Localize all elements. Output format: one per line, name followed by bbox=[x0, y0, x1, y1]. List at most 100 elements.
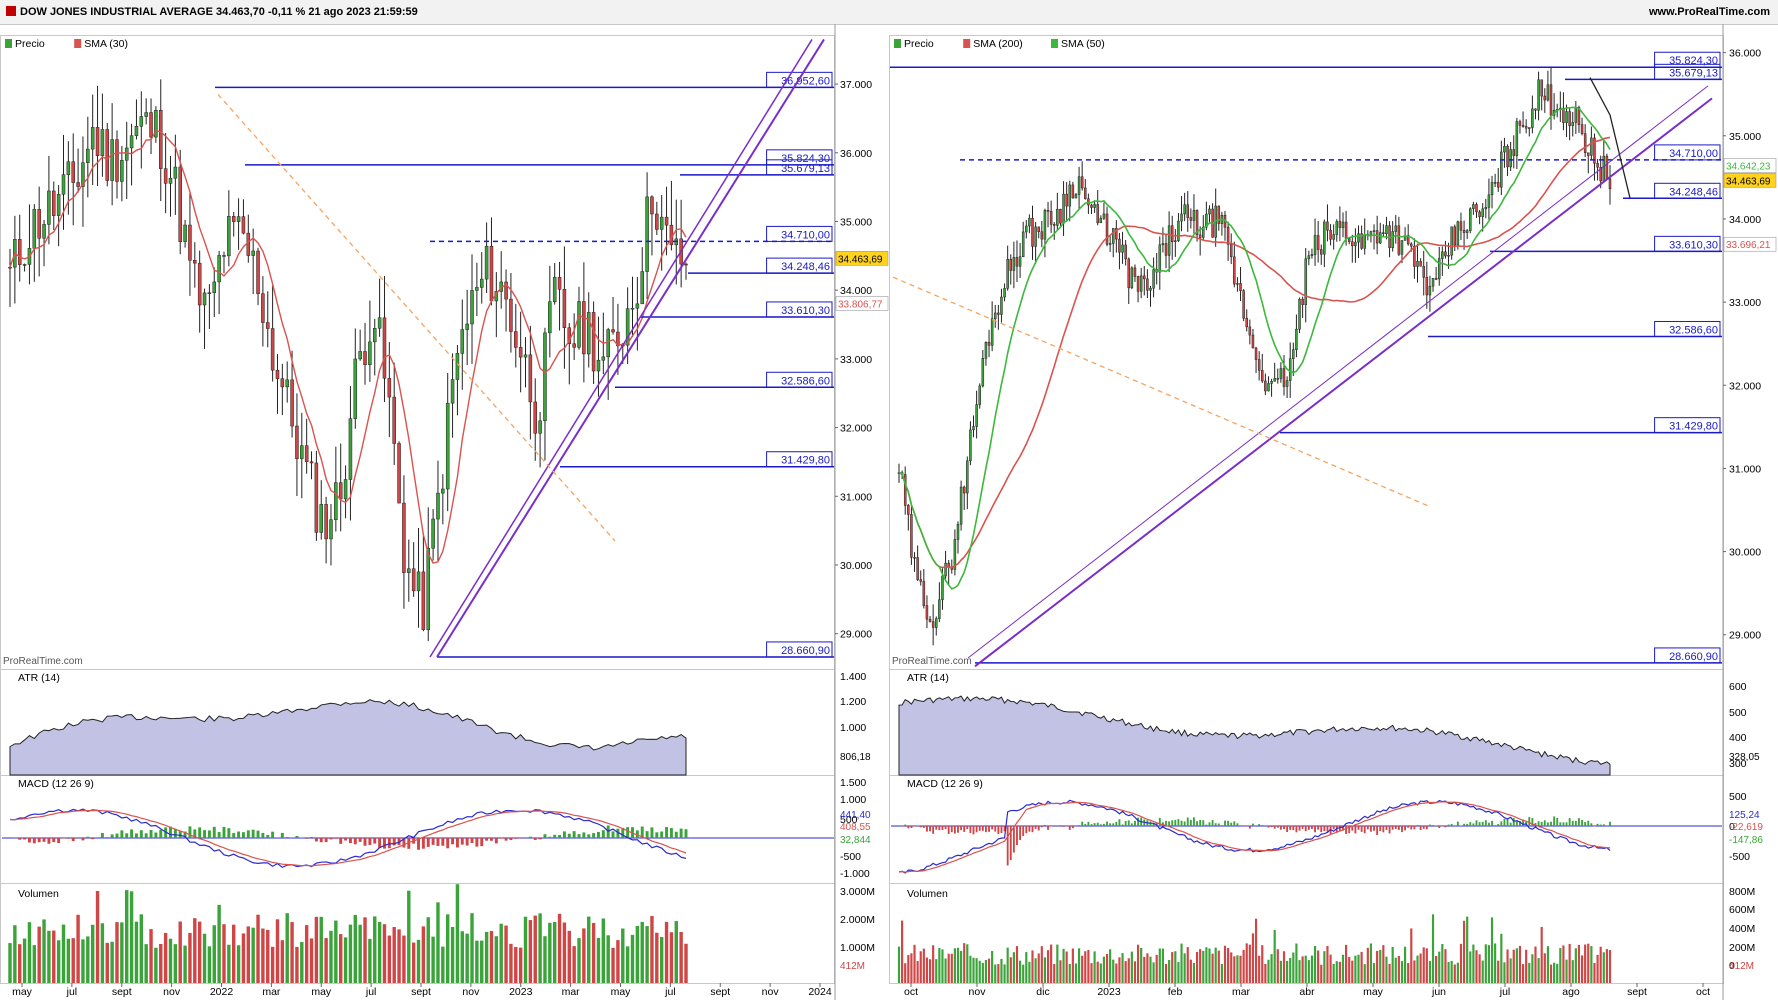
candle[interactable] bbox=[1385, 225, 1388, 235]
candle[interactable] bbox=[1304, 258, 1307, 305]
candle[interactable] bbox=[572, 343, 576, 348]
candle[interactable] bbox=[1453, 226, 1457, 246]
candle[interactable] bbox=[1254, 347, 1258, 360]
candle[interactable] bbox=[1174, 240, 1177, 242]
candle[interactable] bbox=[1431, 278, 1435, 287]
candle[interactable] bbox=[1105, 213, 1109, 245]
candle[interactable] bbox=[460, 329, 465, 354]
candle[interactable] bbox=[528, 354, 533, 403]
candle[interactable] bbox=[188, 224, 192, 261]
candle[interactable] bbox=[956, 523, 960, 540]
candle[interactable] bbox=[168, 177, 173, 184]
candle[interactable] bbox=[931, 621, 935, 628]
candle[interactable] bbox=[1546, 84, 1550, 101]
left-atr-panel[interactable]: ATR (14) bbox=[9, 672, 687, 776]
candle[interactable] bbox=[1537, 79, 1540, 111]
candle[interactable] bbox=[1450, 226, 1453, 256]
candle[interactable] bbox=[1021, 231, 1025, 257]
candle[interactable] bbox=[324, 504, 328, 540]
candle[interactable] bbox=[1295, 328, 1298, 350]
candle[interactable] bbox=[1276, 378, 1280, 380]
candle[interactable] bbox=[1500, 151, 1503, 188]
candle[interactable] bbox=[251, 250, 255, 256]
candle[interactable] bbox=[655, 213, 659, 230]
candle[interactable] bbox=[1447, 254, 1450, 257]
candle[interactable] bbox=[1146, 278, 1149, 291]
candle[interactable] bbox=[1261, 370, 1264, 382]
candle[interactable] bbox=[1344, 221, 1348, 239]
candle[interactable] bbox=[975, 404, 978, 427]
candle[interactable] bbox=[1496, 182, 1500, 188]
candle[interactable] bbox=[969, 429, 972, 462]
candle[interactable] bbox=[978, 385, 981, 405]
candle[interactable] bbox=[1102, 213, 1106, 219]
candle[interactable] bbox=[1388, 225, 1391, 248]
candle[interactable] bbox=[120, 160, 124, 182]
candle[interactable] bbox=[1251, 334, 1255, 349]
candle[interactable] bbox=[1152, 269, 1155, 289]
candle[interactable] bbox=[484, 245, 489, 280]
candle[interactable] bbox=[630, 307, 635, 310]
candle[interactable] bbox=[372, 328, 377, 343]
candle[interactable] bbox=[1177, 220, 1180, 241]
candle[interactable] bbox=[455, 353, 460, 380]
candle[interactable] bbox=[1338, 221, 1342, 228]
candle[interactable] bbox=[1130, 267, 1134, 289]
candle[interactable] bbox=[100, 129, 105, 156]
candle[interactable] bbox=[552, 277, 557, 303]
candle[interactable] bbox=[329, 519, 333, 540]
candle[interactable] bbox=[1202, 226, 1205, 238]
candle[interactable] bbox=[1378, 232, 1382, 244]
candle[interactable] bbox=[538, 420, 542, 434]
candle[interactable] bbox=[343, 479, 348, 500]
candle[interactable] bbox=[1074, 194, 1078, 199]
candle[interactable] bbox=[577, 301, 581, 348]
candle[interactable] bbox=[1509, 149, 1512, 168]
candle[interactable] bbox=[363, 351, 367, 365]
candle[interactable] bbox=[953, 539, 957, 570]
candle[interactable] bbox=[548, 301, 552, 334]
candle[interactable] bbox=[504, 281, 508, 300]
candle[interactable] bbox=[314, 462, 319, 533]
candle[interactable] bbox=[1018, 256, 1022, 267]
candle[interactable] bbox=[1040, 231, 1044, 240]
candle[interactable] bbox=[1332, 234, 1335, 240]
candle[interactable] bbox=[1084, 187, 1087, 199]
candle[interactable] bbox=[1149, 287, 1152, 291]
candle[interactable] bbox=[397, 443, 401, 504]
candle[interactable] bbox=[1025, 225, 1028, 233]
candle[interactable] bbox=[1090, 204, 1093, 208]
candle[interactable] bbox=[124, 147, 129, 161]
candle[interactable] bbox=[1316, 235, 1320, 250]
candle[interactable] bbox=[402, 502, 406, 573]
candle[interactable] bbox=[479, 278, 484, 288]
candle[interactable] bbox=[938, 599, 941, 619]
candle[interactable] bbox=[907, 505, 910, 515]
candle[interactable] bbox=[1562, 107, 1565, 123]
candle[interactable] bbox=[1465, 230, 1469, 233]
candle[interactable] bbox=[1257, 359, 1261, 371]
candle[interactable] bbox=[319, 504, 324, 533]
candle[interactable] bbox=[1031, 218, 1034, 247]
candle[interactable] bbox=[543, 332, 547, 422]
candle[interactable] bbox=[1534, 108, 1537, 111]
trendline[interactable] bbox=[974, 97, 1713, 668]
candle[interactable] bbox=[265, 322, 270, 329]
candle[interactable] bbox=[1071, 184, 1075, 199]
candle[interactable] bbox=[1357, 233, 1360, 243]
candle[interactable] bbox=[1400, 240, 1404, 255]
candle[interactable] bbox=[1410, 243, 1413, 247]
candle[interactable] bbox=[304, 445, 309, 462]
candle[interactable] bbox=[1217, 205, 1221, 224]
candle[interactable] bbox=[596, 359, 601, 372]
candle[interactable] bbox=[591, 312, 596, 372]
candle[interactable] bbox=[1108, 243, 1112, 245]
candle[interactable] bbox=[1490, 182, 1494, 196]
right-macd-panel[interactable]: MACD (12 26 9) bbox=[891, 778, 1722, 874]
candle[interactable] bbox=[518, 347, 523, 358]
candle[interactable] bbox=[916, 557, 919, 580]
candle[interactable] bbox=[582, 301, 586, 355]
candle[interactable] bbox=[246, 232, 251, 256]
candle[interactable] bbox=[1205, 213, 1208, 228]
